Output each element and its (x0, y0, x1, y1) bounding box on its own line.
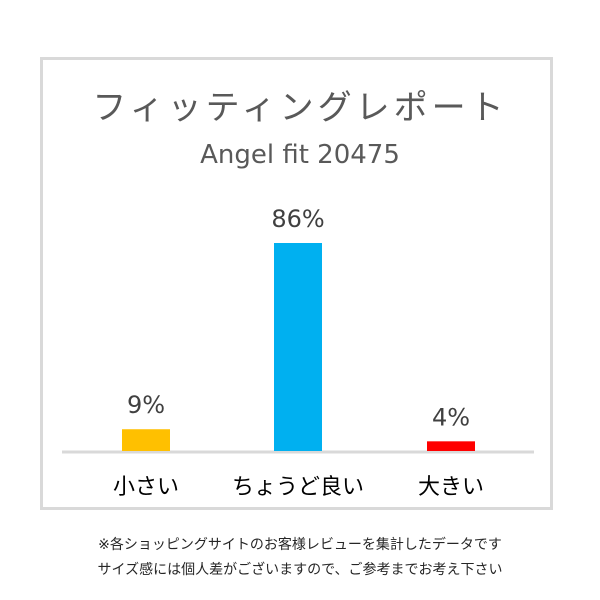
chart-subtitle: Angel fit 20475 (200, 140, 400, 170)
bar-2 (427, 441, 475, 451)
data-label-2: 4% (432, 403, 470, 431)
data-label-0: 9% (127, 391, 165, 419)
chart-title: フィッティングレポート (92, 88, 508, 128)
bar-0 (122, 429, 170, 451)
footnote-line-2: サイズ感には個人差がございますので、ご参考までお考え下さい (97, 562, 503, 578)
category-label-2: 大きい (418, 475, 484, 500)
category-label-0: 小さい (113, 475, 179, 500)
bar-1 (274, 243, 322, 451)
footnote-line-1: ※各ショッピングサイトのお客様レビューを集計したデータです (98, 537, 502, 553)
category-label-1: ちょうど良い (232, 475, 364, 500)
data-label-1: 86% (271, 205, 324, 233)
